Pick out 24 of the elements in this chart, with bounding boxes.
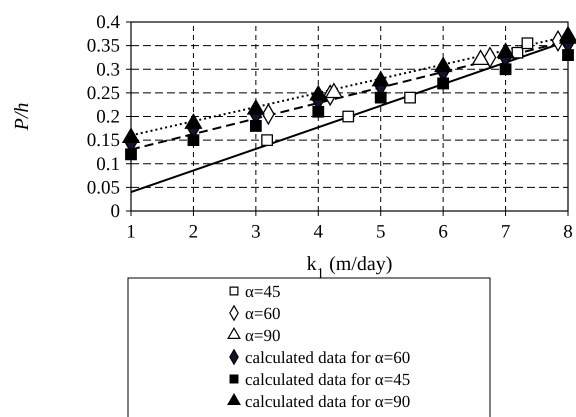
x-tick-label: 1 xyxy=(126,221,136,242)
y-tick-label: 0 xyxy=(110,201,120,222)
legend-label: calculated data for α=45 xyxy=(245,370,410,389)
x-tick-label: 3 xyxy=(251,221,261,242)
legend-label: calculated data for α=90 xyxy=(245,392,410,411)
y-tick-label: 0.25 xyxy=(86,82,120,104)
x-tick-label: 2 xyxy=(188,221,198,242)
y-tick-label: 0.4 xyxy=(96,12,120,34)
x-tick-label: 7 xyxy=(500,221,510,242)
y-tick-label: 0.05 xyxy=(86,177,120,198)
y-tick-label: 0.2 xyxy=(96,106,120,128)
x-tick-label: 4 xyxy=(314,221,324,242)
legend-label: α=45 xyxy=(245,282,280,301)
y-tick-label: 0.3 xyxy=(96,59,120,80)
y-tick-label: 0.35 xyxy=(86,36,120,57)
x-tick-label: 5 xyxy=(376,221,386,242)
legend-label: calculated data for α=60 xyxy=(245,348,410,367)
y-tick-label: 0.15 xyxy=(86,130,120,152)
y-tick-label: 0.1 xyxy=(96,154,120,175)
y-axis-title: P/h xyxy=(11,102,33,132)
legend-label: α=90 xyxy=(245,326,280,345)
legend-label: α=60 xyxy=(245,304,280,323)
x-tick-label: 8 xyxy=(563,221,573,242)
x-tick-label: 6 xyxy=(438,221,448,242)
